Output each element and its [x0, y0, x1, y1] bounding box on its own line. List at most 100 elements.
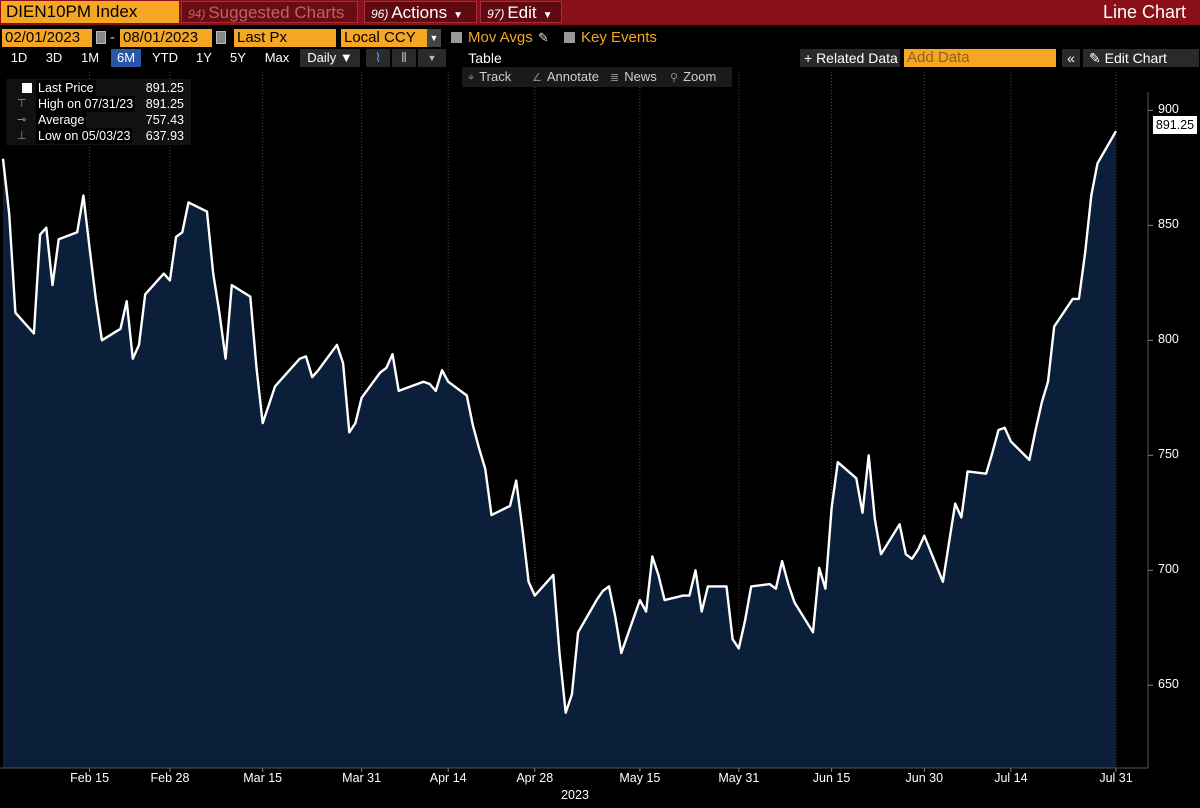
related-data-button[interactable]: + Related Data [800, 49, 900, 67]
legend-low-label: Low on 05/03/23 [36, 128, 133, 144]
legend-average-label: Average [36, 112, 87, 128]
price-area-fill [3, 131, 1116, 769]
edit-number: 97) [487, 7, 505, 21]
x-tick-label: Apr 14 [429, 771, 467, 785]
legend-low[interactable]: ⊥ Low on 05/03/23 637.93 [6, 128, 191, 144]
legend-average[interactable]: ⊸ Average 757.43 [6, 112, 191, 128]
legend-last-price[interactable]: Last Price 891.25 [6, 80, 191, 96]
edit-chart-label: Edit Chart [1104, 50, 1167, 66]
news-label: News [624, 69, 657, 84]
legend-swatch [22, 83, 32, 93]
table-button[interactable]: Table [468, 50, 502, 66]
x-axis [89, 768, 1117, 772]
calendar-icon[interactable] [96, 31, 106, 44]
y-axis [1148, 109, 1153, 686]
x-axis-year-label: 2023 [561, 788, 589, 802]
price-line [1, 130, 1118, 714]
range-1y-button[interactable]: 1Y [196, 50, 212, 65]
range-1d-button[interactable]: 1D [10, 50, 28, 65]
top-toolbar: DIEN10PM Index 94) Suggested Charts 96) Ac… [0, 0, 1200, 25]
x-tick-label: Jun 15 [812, 771, 851, 785]
legend-high[interactable]: ⊤ High on 07/31/23 891.25 [6, 96, 191, 112]
range-bar: 1D 3D 1M 6M YTD 1Y 5Y Max Daily ▼ ⌇ ⫴ ▼ … [0, 48, 1200, 68]
y-tick-label: 900 [1158, 102, 1179, 117]
add-data-input[interactable]: Add Data [904, 49, 1056, 67]
y-tick-label: 850 [1158, 217, 1179, 232]
mov-avgs-label: Mov Avgs [468, 29, 533, 46]
annotate-tool[interactable]: ∠ Annotate [532, 67, 599, 88]
legend-high-value: 891.25 [145, 97, 184, 111]
y-tick-label: 800 [1158, 332, 1179, 347]
x-tick-label: May 15 [619, 771, 661, 785]
zoom-tool[interactable]: ⚲ Zoom [670, 67, 716, 88]
chevron-down-icon[interactable]: ▼ [418, 49, 446, 67]
currency-select[interactable]: Local CCY [341, 29, 427, 47]
x-tick-label: Jun 30 [905, 771, 944, 785]
x-tick-label: Jul 14 [994, 771, 1028, 785]
input-bar: 02/01/2023 - 08/01/2023 Last Px Local CC… [0, 28, 1200, 48]
range-3d-button[interactable]: 3D [45, 50, 63, 65]
x-tick-label: Feb 15 [70, 771, 110, 785]
track-label: Track [479, 69, 512, 84]
pencil-icon: ✎ [1089, 50, 1101, 66]
legend-last-value: 891.25 [145, 81, 184, 95]
edit-label: Edit [507, 3, 537, 22]
chart-legend: Last Price 891.25 ⊤ High on 07/31/23 891… [6, 79, 191, 145]
key-events-checkbox[interactable] [564, 32, 575, 43]
legend-high-label: High on 07/31/23 [36, 96, 136, 112]
x-tick-label: Apr 28 [516, 771, 554, 785]
key-events-label: Key Events [581, 29, 657, 46]
zoom-label: Zoom [683, 69, 717, 84]
calendar-icon[interactable] [216, 31, 226, 44]
x-tick-label: Mar 15 [243, 771, 283, 785]
pencil-icon[interactable]: ✎ [538, 30, 549, 45]
period-label: Daily [307, 50, 337, 65]
range-6m-button[interactable]: 6M [111, 49, 141, 67]
average-marker-icon: ⊸ [17, 114, 27, 126]
news-icon: ≣ [610, 72, 620, 84]
mov-avgs-checkbox[interactable] [451, 32, 462, 43]
chevron-down-icon: ▼ [542, 10, 553, 21]
actions-button[interactable]: 96) Actions ▼ [364, 1, 477, 23]
start-date-field[interactable]: 02/01/2023 [2, 29, 92, 47]
field-select[interactable]: Last Px [234, 29, 336, 47]
low-marker-icon: ⊥ [17, 130, 27, 142]
chevron-down-icon[interactable]: ▼ [427, 29, 441, 47]
actions-number: 96) [371, 7, 389, 21]
legend-low-value: 637.93 [145, 129, 184, 143]
legend-average-value: 757.43 [145, 113, 184, 127]
range-5y-button[interactable]: 5Y [230, 50, 246, 65]
y-tick-label: 650 [1158, 677, 1179, 692]
suggested-charts-button[interactable]: 94) Suggested Charts [181, 1, 358, 23]
period-select[interactable]: Daily ▼ [300, 49, 360, 67]
line-chart-icon[interactable]: ⌇ [366, 49, 390, 67]
track-tool[interactable]: ⌖ Track [468, 67, 511, 88]
x-tick-label: Mar 31 [342, 771, 382, 785]
date-separator: - [110, 29, 115, 46]
collapse-icon[interactable]: « [1062, 49, 1080, 67]
annotate-icon: ∠ [532, 72, 542, 84]
chevron-down-icon: ▼ [453, 10, 463, 21]
range-1m-button[interactable]: 1M [80, 50, 100, 65]
crosshair-icon: ⌖ [468, 72, 475, 84]
chart-tools: ⌖ Track ∠ Annotate ≣ News ⚲ Zoom [462, 67, 732, 87]
zoom-icon: ⚲ [670, 72, 679, 84]
high-marker-icon: ⊤ [17, 98, 27, 110]
x-tick-label: May 31 [718, 771, 760, 785]
y-tick-label: 750 [1158, 447, 1179, 462]
edit-button[interactable]: 97) Edit ▼ [480, 1, 562, 23]
news-tool[interactable]: ≣ News [610, 67, 657, 88]
chart-type-title: Line Chart [1102, 2, 1186, 22]
end-date-field[interactable]: 08/01/2023 [120, 29, 212, 47]
annotate-label: Annotate [546, 69, 599, 84]
range-ytd-button[interactable]: YTD [152, 50, 178, 65]
suggested-charts-label: Suggested Charts [208, 3, 345, 22]
bar-chart-icon[interactable]: ⫴ [392, 49, 416, 67]
y-tick-label: 700 [1158, 562, 1179, 577]
ticker-input[interactable]: DIEN10PM Index [1, 1, 179, 23]
range-max-button[interactable]: Max [264, 50, 290, 65]
legend-last-label: Last Price [36, 80, 96, 96]
edit-chart-button[interactable]: ✎ Edit Chart [1083, 49, 1199, 67]
last-price-marker: 891.25 [1153, 116, 1197, 134]
